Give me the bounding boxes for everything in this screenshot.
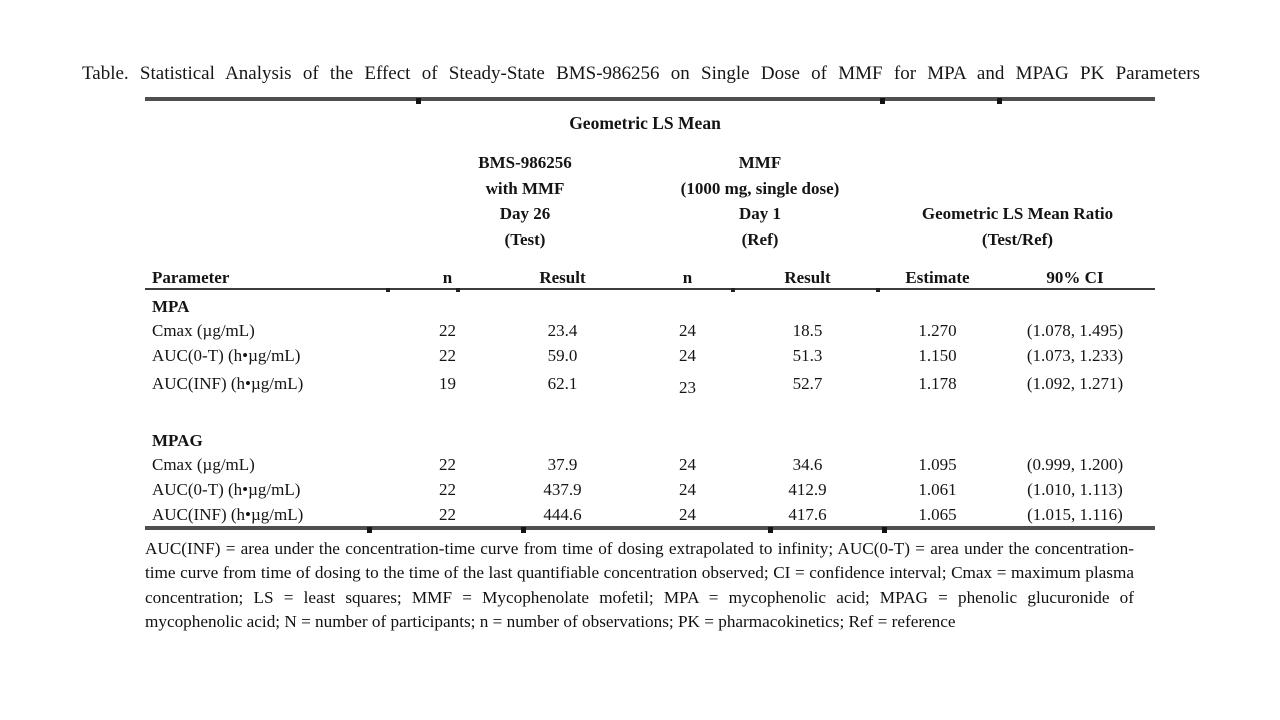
top-double-rule (145, 97, 1155, 104)
ci-cell: (1.015, 1.116) (1027, 504, 1123, 524)
param-cell: AUC(INF) (h•µg/mL) (152, 373, 304, 393)
ref-group-line: (1000 mg, single dose) (680, 178, 840, 198)
rule-tick (880, 98, 885, 104)
test-group-line: BMS-986256 (478, 153, 572, 172)
ci-cell: (1.010, 1.113) (1027, 479, 1123, 499)
ci-column-header: 90% CI (995, 252, 1155, 290)
param-cell: AUC(0-T) (h•µg/mL) (152, 479, 301, 499)
estimate-cell: 1.065 (918, 504, 957, 524)
empty-header-cell (145, 143, 410, 252)
ci-cell: (1.092, 1.271) (1026, 373, 1124, 393)
n-ref-cell: 24 (679, 320, 696, 340)
parameter-column-header: Parameter (145, 252, 410, 290)
estimate-cell: 1.061 (918, 479, 957, 499)
result-test-cell: 437.9 (543, 479, 582, 499)
n-ref-cell: 24 (679, 454, 696, 474)
result-ref-cell: 34.6 (792, 454, 823, 474)
result-test-cell: 62.1 (547, 373, 578, 393)
test-group-line: Day 26 (499, 204, 551, 223)
test-group-header: BMS-986256 with MMF Day 26 (Test) (410, 143, 640, 252)
group-header-row: BMS-986256 with MMF Day 26 (Test) MMF (1… (145, 143, 1155, 252)
n-ref-cell: 24 (679, 479, 696, 499)
ci-cell: (0.999, 1.200) (1026, 454, 1124, 474)
bottom-double-rule (145, 526, 1155, 533)
ratio-group-line: (Test/Ref) (981, 229, 1054, 249)
ref-group-line: MMF (738, 153, 782, 172)
n-test-cell: 22 (439, 345, 456, 365)
rule-tick (367, 527, 372, 533)
section-label-row-mpa: MPA (145, 289, 1155, 318)
table-caption: Table. Statistical Analysis of the Effec… (82, 63, 1200, 84)
spanner-header-row: Geometric LS Mean (145, 103, 1155, 143)
n-test-cell: 22 (439, 320, 456, 340)
param-cell: AUC(0-T) (h•µg/mL) (152, 345, 301, 365)
n-ref-cell: 24 (679, 345, 696, 365)
estimate-cell: 1.178 (918, 373, 957, 393)
table-row: Cmax (µg/mL) 22 37.9 24 34.6 1.095 (0.99… (145, 452, 1155, 477)
result-ref-cell: 417.6 (788, 504, 827, 524)
test-group-line: (Test) (504, 229, 546, 249)
n-test-column-header: n (410, 252, 485, 290)
empty-header-cell (145, 103, 410, 143)
estimate-cell: 1.270 (918, 320, 957, 340)
result-ref-cell: 52.7 (792, 373, 823, 393)
n-ref-cell: 23 (640, 368, 735, 399)
result-ref-cell: 18.5 (792, 320, 823, 340)
ci-cell: (1.078, 1.495) (1026, 320, 1124, 340)
result-ref-cell: 51.3 (792, 345, 823, 365)
n-ref-cell: 24 (679, 504, 696, 524)
pk-statistics-table: Geometric LS Mean BMS-986256 with MMF Da… (145, 103, 1155, 527)
result-test-cell: 444.6 (543, 504, 582, 524)
n-ref-value: 23 (679, 377, 696, 397)
rule-tick (521, 527, 526, 533)
ci-cell: (1.073, 1.233) (1026, 345, 1124, 365)
table-row: AUC(INF) (h•µg/mL) 22 444.6 24 417.6 1.0… (145, 502, 1155, 527)
result-ref-cell: 412.9 (788, 479, 827, 499)
test-group-line: with MMF (485, 178, 565, 198)
table-row: Cmax (µg/mL) 22 23.4 24 18.5 1.270 (1.07… (145, 318, 1155, 343)
ref-group-header: MMF (1000 mg, single dose) Day 1 (Ref) (640, 143, 880, 252)
ratio-group-header: Geometric LS Mean Ratio (Test/Ref) (880, 143, 1155, 252)
param-cell: Cmax (µg/mL) (152, 320, 255, 340)
estimate-cell: 1.095 (918, 454, 957, 474)
result-ref-column-header: Result (735, 252, 880, 290)
rule-tick (456, 288, 460, 292)
section-label-mpa: MPA (152, 296, 190, 316)
table-row: AUC(0-T) (h•µg/mL) 22 59.0 24 51.3 1.150… (145, 343, 1155, 368)
result-test-column-header: Result (485, 252, 640, 290)
geometric-ls-mean-spanner: Geometric LS Mean (569, 112, 721, 133)
table-row: AUC(0-T) (h•µg/mL) 22 437.9 24 412.9 1.0… (145, 477, 1155, 502)
n-test-cell: 22 (439, 479, 456, 499)
section-label-row-mpag: MPAG (145, 424, 1155, 452)
result-test-cell: 23.4 (547, 320, 578, 340)
result-test-cell: 59.0 (547, 345, 578, 365)
rule-tick (882, 527, 887, 533)
rule-tick (876, 288, 880, 292)
spacer-row (145, 399, 1155, 424)
section-label-mpag: MPAG (152, 430, 203, 450)
n-test-cell: 19 (439, 373, 456, 393)
ratio-group-line: Geometric LS Mean Ratio (921, 204, 1114, 223)
estimate-cell: 1.150 (918, 345, 957, 365)
spacer-cell (145, 399, 1155, 424)
n-test-cell: 22 (439, 454, 456, 474)
empty-header-cell (880, 103, 1155, 143)
n-ref-column-header: n (640, 252, 735, 290)
n-test-cell: 22 (439, 504, 456, 524)
rule-tick (997, 98, 1002, 104)
param-cell: Cmax (µg/mL) (152, 454, 255, 474)
estimate-column-header: Estimate (880, 252, 995, 290)
rule-tick (416, 98, 421, 104)
rule-tick (768, 527, 773, 533)
table-row: AUC(INF) (h•µg/mL) 19 62.1 23 52.7 1.178… (145, 368, 1155, 399)
ref-group-line: Day 1 (738, 204, 782, 223)
ref-group-line: (Ref) (741, 229, 779, 249)
param-cell: AUC(INF) (h•µg/mL) (152, 504, 304, 524)
rule-tick (731, 288, 735, 292)
rule-tick (386, 288, 390, 292)
column-header-row: Parameter n Result n Result Estimate 90%… (145, 252, 1155, 290)
abbreviations-footnote: AUC(INF) = area under the concentration-… (145, 539, 1134, 631)
result-test-cell: 37.9 (547, 454, 578, 474)
